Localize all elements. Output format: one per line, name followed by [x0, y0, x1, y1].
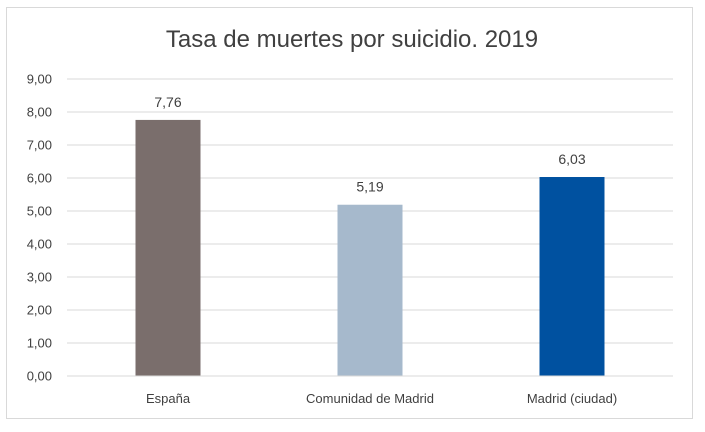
data-label: 6,03: [558, 151, 585, 167]
x-axis-categories: España Comunidad de Madrid Madrid (ciudad): [146, 391, 617, 406]
data-labels: 7,76 5,19 6,03: [154, 94, 585, 195]
x-category-label: España: [146, 391, 191, 406]
data-label: 5,19: [356, 179, 383, 195]
y-tick-label: 5,00: [27, 204, 52, 219]
y-axis-ticks: 0,00 1,00 2,00 3,00 4,00 5,00 6,00 7,00 8,00 9,00: [27, 72, 52, 384]
y-tick-label: 6,00: [27, 171, 52, 186]
data-label: 7,76: [154, 94, 181, 110]
y-tick-label: 8,00: [27, 105, 52, 120]
y-tick-label: 1,00: [27, 336, 52, 351]
x-category-label: Madrid (ciudad): [527, 391, 617, 406]
bar: [135, 119, 201, 377]
y-tick-label: 9,00: [27, 72, 52, 87]
y-tick-label: 0,00: [27, 369, 52, 384]
chart-title: Tasa de muertes por suicidio. 2019: [166, 26, 538, 53]
y-tick-label: 4,00: [27, 237, 52, 252]
y-tick-label: 7,00: [27, 138, 52, 153]
bar: [539, 177, 605, 376]
y-tick-label: 3,00: [27, 270, 52, 285]
bar: [337, 204, 403, 376]
x-category-label: Comunidad de Madrid: [306, 391, 434, 406]
bars: [135, 119, 605, 377]
y-tick-label: 2,00: [27, 303, 52, 318]
